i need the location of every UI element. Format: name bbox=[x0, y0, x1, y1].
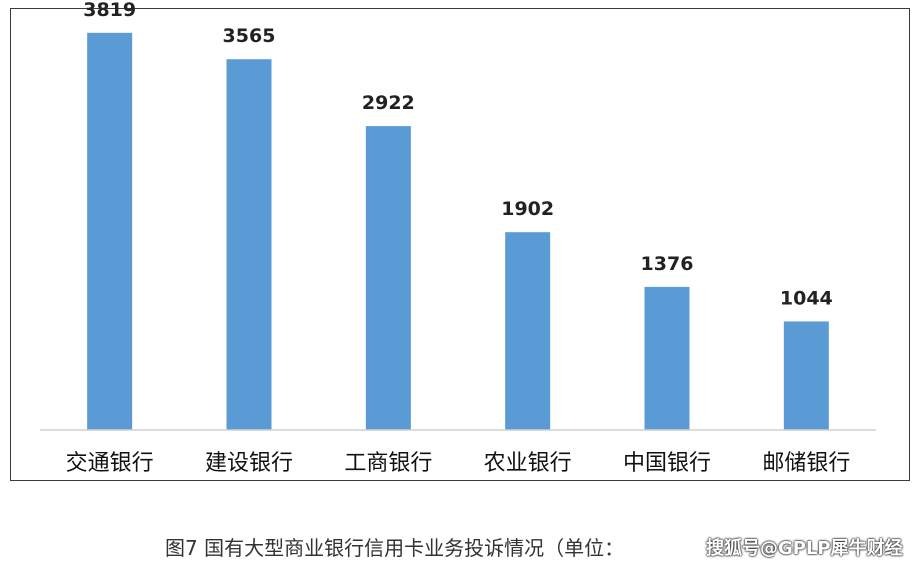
tick-labels-group: 交通银行 建设银行 工商银行 农业银行 中国银行 邮储银行 bbox=[66, 451, 851, 476]
chart-frame bbox=[10, 8, 910, 481]
data-label-0: 3819 bbox=[83, 0, 136, 21]
bar-5 bbox=[783, 321, 829, 430]
bar-0 bbox=[87, 32, 133, 430]
data-label-2: 2922 bbox=[362, 92, 415, 114]
x-tick-label-2: 工商银行 bbox=[344, 451, 432, 476]
data-label-5: 1044 bbox=[780, 287, 833, 309]
bar-3 bbox=[505, 232, 551, 430]
x-tick-label-3: 农业银行 bbox=[484, 451, 572, 476]
x-tick-label-5: 邮储银行 bbox=[762, 451, 850, 476]
figure-caption: 图7 国有大型商业银行信用卡业务投诉情况（单位： bbox=[165, 536, 625, 560]
x-tick-label-4: 中国银行 bbox=[623, 451, 711, 476]
bars-group bbox=[87, 32, 829, 431]
value-labels-group: 3819 3565 2922 1902 1376 1044 bbox=[83, 0, 833, 309]
x-tick-label-1: 建设银行 bbox=[205, 451, 293, 476]
data-label-1: 3565 bbox=[223, 25, 276, 47]
bar-1 bbox=[226, 59, 272, 431]
bar-2 bbox=[365, 126, 411, 430]
bar-4 bbox=[644, 286, 690, 430]
data-label-3: 1902 bbox=[501, 198, 554, 220]
x-tick-label-0: 交通银行 bbox=[66, 451, 154, 476]
data-label-4: 1376 bbox=[641, 253, 694, 275]
bar-chart: 3819 3565 2922 1902 1376 1044 交通银行 建设银行 工商银行 农业银… bbox=[40, 0, 876, 476]
watermark: 搜狐号@GPLP犀牛财经 bbox=[706, 538, 903, 559]
